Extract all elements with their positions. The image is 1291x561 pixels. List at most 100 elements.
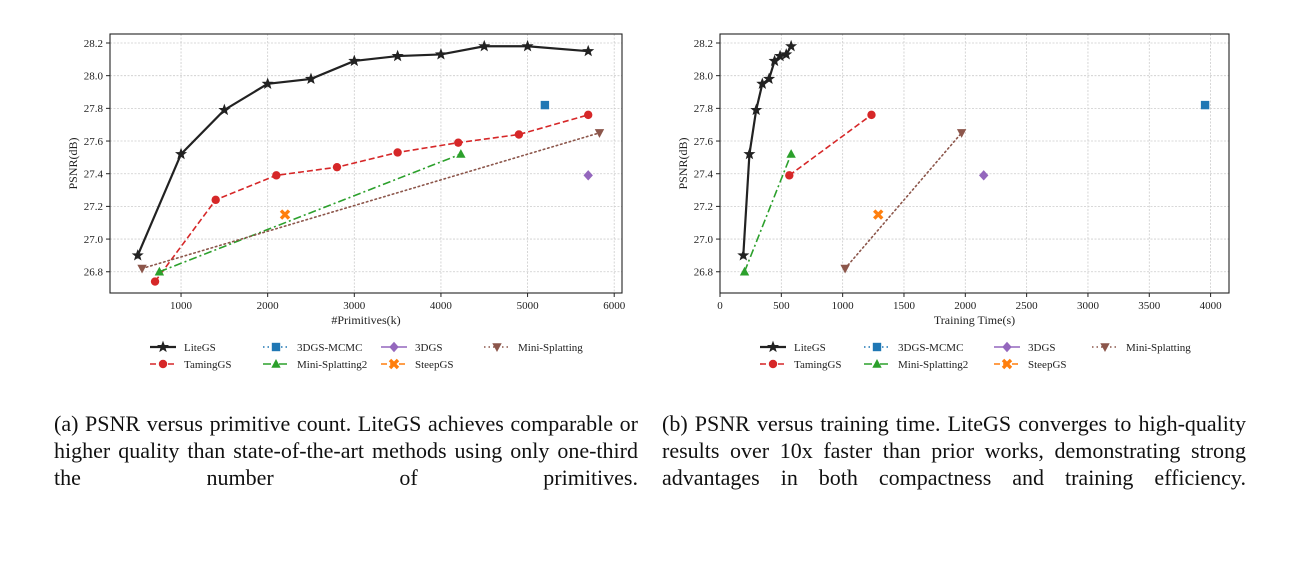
y-tick-label: 27.4 [84,169,104,181]
legend-entry-3dgs: 3DGS [994,341,1056,354]
data-point-mini-splatting2 [456,149,466,158]
legend-entry-taminggs: TamingGS [760,359,842,371]
legend: LiteGS 3DGS-MCMC 3DGS Mini-Splatting TamingG… [150,340,583,371]
series-taminggs [150,110,593,286]
data-point-litegs [261,77,274,89]
data-point-litegs [478,39,491,52]
y-axis-label: PSNR(dB) [66,137,80,189]
series-mini-splatting2 [739,149,796,276]
y-tick-label: 27.4 [694,169,714,181]
legend-marker-mini-splatting [1100,343,1110,352]
legend-entry-litegs: LiteGS [760,340,826,354]
legend-entry-litegs: LiteGS [150,340,216,354]
x-tick-label: 2000 [257,300,280,312]
legend-label: LiteGS [184,342,216,354]
legend: LiteGS 3DGS-MCMC 3DGS Mini-Splatting TamingG… [760,340,1191,371]
data-point-taminggs [211,195,220,205]
legend-marker-mini-splatting2 [872,359,882,368]
legend-label: Mini-Splatting2 [898,359,968,371]
legend-marker-litegs [156,340,170,353]
legend-entry-3dgs-mcmc: 3DGS-MCMC [864,342,963,354]
data-point-litegs [582,44,595,57]
data-point-litegs [348,54,361,67]
data-point-mini-splatting [956,129,967,138]
series-litegs [131,39,595,261]
legend-label: Mini-Splatting [1126,342,1191,354]
data-point-mini-splatting [840,264,850,274]
legend-label: SteepGS [1028,359,1067,371]
series-3dgs [978,170,989,181]
x-tick-label: 1500 [893,300,916,312]
legend-marker-mini-splatting [492,343,502,352]
legend-marker-3dgs [389,341,399,353]
y-tick-label: 27.6 [84,136,104,148]
series-3dgs-mcmc [540,100,550,110]
legend-entry-steepgs: SteepGS [994,358,1067,371]
data-point-litegs [750,103,763,116]
series-line-taminggs [788,114,872,176]
series-line-taminggs [154,114,589,283]
x-tick-label: 3000 [1077,300,1100,312]
x-tick-label: 5000 [517,300,540,312]
series-mini-splatting [840,129,967,274]
series-line-litegs [136,45,589,256]
data-point-litegs [785,39,798,52]
series-line-mini-splatting2 [743,153,792,273]
legend-entry-taminggs: TamingGS [150,359,232,371]
y-tick-label: 27.8 [84,103,104,115]
y-tick-label: 27.6 [694,136,714,148]
data-point-litegs [737,249,750,261]
data-point-taminggs [584,110,593,120]
axes-frame [109,33,623,294]
data-point-3dgs-mcmc [1200,100,1210,110]
x-axis-label: Training Time(s) [934,313,1015,327]
y-tick-label: 27.2 [84,201,103,213]
y-tick-label: 27.8 [694,103,714,115]
data-point-3dgs [583,170,593,181]
figure-charts: 1000 2000 3000 4000 5000 600026.827.027.227.4… [66,33,1230,371]
data-point-taminggs [867,110,876,120]
data-point-taminggs [514,130,524,139]
data-point-litegs [780,48,793,60]
y-tick-label: 28.2 [694,38,713,50]
data-point-litegs [434,48,447,60]
legend-label: SteepGS [415,359,454,371]
series-litegs [737,39,798,261]
legend-label: 3DGS-MCMC [898,342,963,354]
data-point-steepgs [873,209,884,220]
data-point-3dgs-mcmc [540,100,550,110]
data-point-litegs [175,147,188,160]
legend-label: 3DGS-MCMC [297,342,362,354]
legend-marker-taminggs [158,359,168,369]
y-tick-label: 27.0 [694,234,714,246]
series-mini-splatting [137,129,605,274]
legend-marker-taminggs [768,359,778,369]
grid [110,34,622,293]
series-line-mini-splatting [141,132,601,270]
legend-marker-3dgs-mcmc [872,342,882,352]
data-point-steepgs [279,209,291,220]
legend-label: LiteGS [794,342,826,354]
legend-marker-mini-splatting2 [271,359,281,368]
series-mini-splatting2 [154,149,466,276]
y-tick-label: 28.0 [694,70,714,82]
y-tick-label: 26.8 [84,267,104,279]
y-tick-label: 26.8 [694,267,714,279]
x-tick-label: 3500 [1138,300,1161,312]
axes-frame [719,33,1230,294]
data-point-taminggs [272,171,281,180]
data-point-mini-splatting2 [786,149,796,158]
y-tick-label: 27.0 [84,234,104,246]
y-tick-label: 28.2 [84,38,103,50]
chart-b: 0 500 1000 1500 2000 2500 3000 3500 4000 26.8 27.0… [676,33,1230,371]
x-tick-label: 500 [773,300,790,312]
data-point-litegs [743,147,756,160]
legend-entry-steepgs: SteepGS [381,358,454,371]
data-point-taminggs [454,138,463,147]
y-tick-label: 27.2 [694,201,713,213]
x-tick-label: 6000 [603,300,626,312]
legend-label: Mini-Splatting2 [297,359,367,371]
data-point-mini-splatting [594,129,605,138]
legend-entry-mini-splatting: Mini-Splatting [1092,342,1191,354]
data-point-litegs [218,103,231,116]
